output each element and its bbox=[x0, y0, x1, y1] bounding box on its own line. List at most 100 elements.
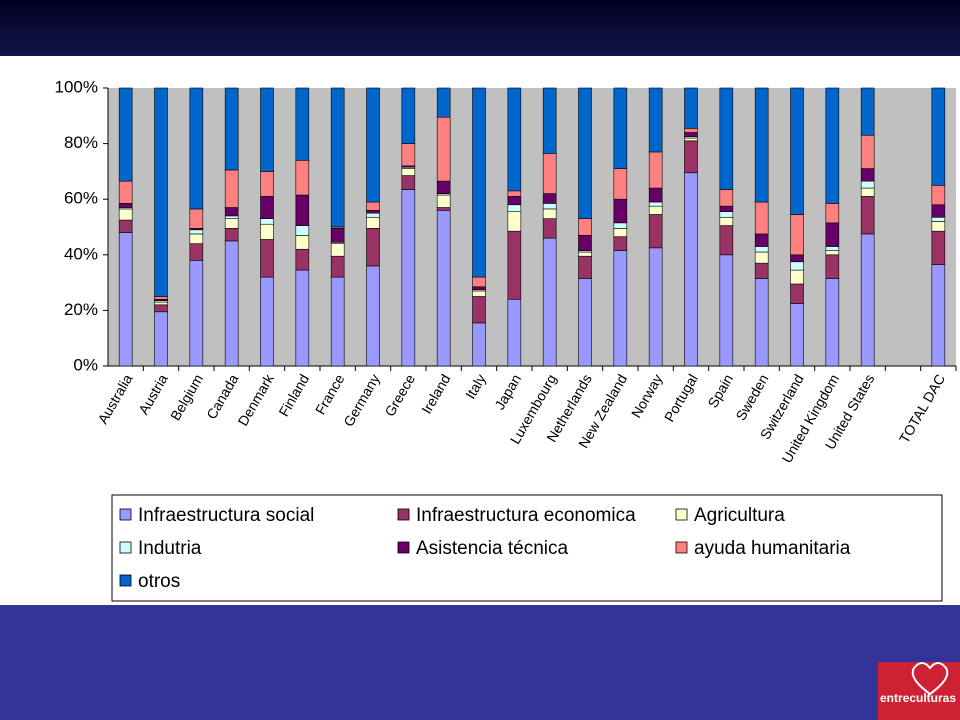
bar-segment bbox=[754, 262, 769, 279]
bar-segment bbox=[507, 298, 522, 367]
bar-segment bbox=[860, 134, 875, 169]
logo-text: entreculturas bbox=[880, 691, 956, 705]
legend bbox=[111, 494, 943, 602]
bar-segment bbox=[790, 269, 804, 285]
bar-segment bbox=[578, 87, 592, 219]
bar-segment bbox=[154, 301, 168, 306]
bar-segment bbox=[507, 196, 522, 206]
bar-segment bbox=[436, 194, 451, 208]
bar-segment bbox=[613, 198, 628, 224]
bar-segment bbox=[472, 290, 486, 297]
bar-segment bbox=[330, 243, 345, 257]
bar-segment bbox=[330, 255, 345, 278]
bar-segment bbox=[684, 140, 698, 174]
bar-segment bbox=[295, 225, 310, 236]
legend-label: otros bbox=[138, 571, 180, 592]
bar-segment bbox=[542, 153, 557, 194]
bar-segment bbox=[790, 214, 804, 256]
y-tick-label: 0% bbox=[73, 355, 98, 374]
bar-segment bbox=[154, 296, 168, 300]
bar-segment bbox=[542, 218, 557, 239]
bar-segment bbox=[260, 87, 274, 172]
bar-segment bbox=[825, 203, 840, 224]
bar-segment bbox=[154, 311, 168, 367]
legend-swatch bbox=[675, 508, 688, 521]
bar-segment bbox=[754, 233, 769, 247]
bar-segment bbox=[648, 247, 663, 367]
bar-segment bbox=[295, 248, 310, 271]
bar-segment bbox=[931, 216, 946, 222]
bar-segment bbox=[224, 240, 239, 367]
bar-segment bbox=[790, 283, 804, 304]
bar-segment bbox=[754, 278, 769, 367]
bar-segment bbox=[507, 204, 522, 213]
bar-segment bbox=[542, 208, 557, 219]
bar-segment bbox=[260, 223, 274, 240]
bar-segment bbox=[295, 269, 310, 367]
bar-segment bbox=[542, 237, 557, 367]
bar-segment bbox=[648, 214, 663, 249]
bar-segment bbox=[260, 171, 274, 197]
bar-segment bbox=[754, 251, 769, 264]
bar-segment bbox=[366, 265, 380, 367]
bar-segment bbox=[860, 187, 875, 197]
bar-segment bbox=[472, 296, 486, 324]
bar-segment bbox=[224, 228, 239, 242]
bar-segment bbox=[825, 254, 840, 279]
bar-segment bbox=[684, 132, 698, 137]
bar-segment bbox=[295, 87, 310, 161]
bar-segment bbox=[366, 201, 380, 211]
bar-segment bbox=[401, 189, 416, 367]
bar-segment bbox=[684, 128, 698, 133]
bar-segment bbox=[260, 276, 274, 367]
bar-segment bbox=[860, 233, 875, 367]
bar-segment bbox=[790, 303, 804, 367]
plot-area bbox=[108, 88, 956, 366]
bar-segment bbox=[260, 239, 274, 278]
bar-segment bbox=[931, 264, 946, 367]
y-tick-label: 60% bbox=[64, 189, 98, 208]
bar-segment bbox=[542, 87, 557, 154]
bar-segment bbox=[118, 208, 133, 221]
bar-segment bbox=[436, 180, 451, 194]
bar-segment bbox=[931, 87, 946, 186]
bar-segment bbox=[578, 278, 592, 367]
bar-segment bbox=[648, 87, 663, 153]
bar-segment bbox=[825, 250, 840, 256]
bar-segment bbox=[366, 212, 380, 218]
legend-label: Asistencia técnica bbox=[416, 538, 569, 559]
bar-segment bbox=[648, 205, 663, 215]
bar-segment bbox=[825, 278, 840, 367]
bar-segment bbox=[719, 87, 734, 190]
bar-segment bbox=[931, 185, 946, 206]
bar-segment bbox=[295, 159, 310, 196]
bar-segment bbox=[472, 322, 486, 367]
bar-segment bbox=[754, 246, 769, 253]
bar-segment bbox=[578, 218, 592, 236]
bar-segment bbox=[224, 87, 239, 171]
bar-segment bbox=[860, 168, 875, 182]
bar-segment bbox=[118, 232, 133, 367]
bar-segment bbox=[472, 87, 486, 278]
bar-segment bbox=[224, 215, 239, 219]
bar-segment bbox=[719, 211, 734, 218]
y-tick-label: 20% bbox=[64, 300, 98, 319]
legend-label: Infraestructura economica bbox=[416, 505, 636, 526]
bar-segment bbox=[260, 196, 274, 219]
bar-segment bbox=[189, 243, 204, 261]
bar-segment bbox=[719, 216, 734, 226]
bar-segment bbox=[578, 255, 592, 279]
bar-segment bbox=[684, 172, 698, 367]
legend-label: Agricultura bbox=[694, 505, 785, 526]
bar-segment bbox=[507, 87, 522, 192]
bar-segment bbox=[790, 87, 804, 215]
bar-segment bbox=[436, 116, 451, 182]
bar-segment bbox=[401, 143, 416, 167]
bar-segment bbox=[330, 228, 345, 243]
bar-segment bbox=[154, 87, 168, 297]
bar-segment bbox=[436, 87, 451, 118]
bottom-banner bbox=[0, 605, 960, 720]
y-tick-label: 80% bbox=[64, 133, 98, 152]
bar-segment bbox=[154, 304, 168, 313]
